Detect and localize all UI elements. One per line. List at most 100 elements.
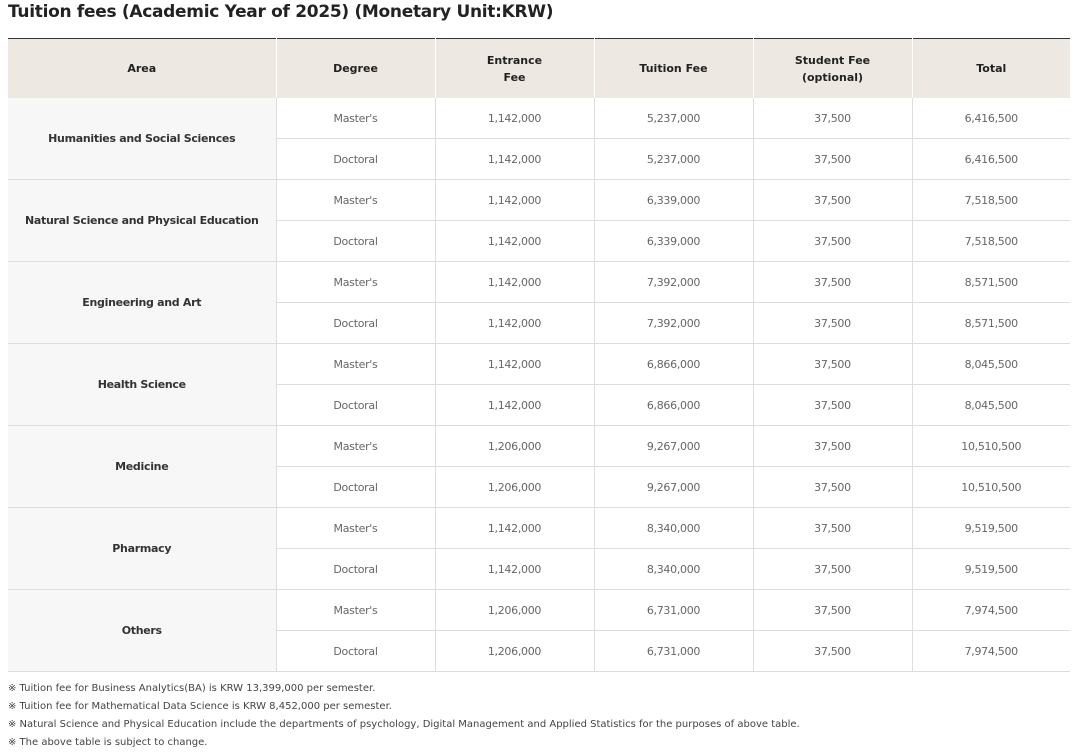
table-cell: Doctoral <box>275 384 435 426</box>
table-cell: 1,142,000 <box>434 302 594 344</box>
title: Tuition fees (Academic Year of 2025) (Mo… <box>8 2 554 22</box>
header-cell: Entrance Fee <box>434 38 594 98</box>
table-cell: Doctoral <box>275 302 435 344</box>
table-cell: Master's <box>275 589 435 631</box>
table-cell: 7,392,000 <box>593 302 753 344</box>
table-cell: 37,500 <box>752 179 912 221</box>
table-cell: 9,267,000 <box>593 466 753 508</box>
table-cell: 1,142,000 <box>434 98 594 139</box>
table-cell: 6,866,000 <box>593 343 753 385</box>
table-row: Pharmacy Master's 1,142,000 8,340,000 37,500… <box>8 507 1070 590</box>
table-cell: 37,500 <box>752 507 912 549</box>
header-cell: Degree <box>275 38 435 98</box>
area-cell: Medicine <box>8 425 276 508</box>
header-text: Total <box>976 62 1007 75</box>
fee-table: Area Degree Entrance Fee Tuition Fee Student… <box>8 38 1070 672</box>
table-cell: 9,519,500 <box>911 507 1070 549</box>
table-cell: 1,206,000 <box>434 466 594 508</box>
table-row: Engineering and Art Master's 1,142,000 7,39… <box>8 261 1070 344</box>
table-cell: Master's <box>275 425 435 467</box>
note: ※ The above table is subject to change. <box>8 737 208 748</box>
table-cell: 37,500 <box>752 138 912 180</box>
header-cell: Total <box>911 38 1070 98</box>
table-cell: 1,142,000 <box>434 343 594 385</box>
table-cell: Master's <box>275 507 435 549</box>
table-row: Others Master's 1,206,000 6,731,000 37,500 7,… <box>8 589 1070 672</box>
header-text: Degree <box>333 62 378 75</box>
table-row: Doctoral 1,142,000 6,339,000 37,500 7,518,50… <box>8 220 1070 262</box>
table-cell: 8,571,500 <box>911 261 1070 303</box>
table-cell: 8,571,500 <box>911 302 1070 344</box>
area-cell: Health Science <box>8 343 276 426</box>
note: ※ Natural Science and Physical Education… <box>8 719 800 730</box>
table-cell: 1,142,000 <box>434 220 594 262</box>
table-cell: 37,500 <box>752 548 912 590</box>
table-row: Doctoral 1,206,000 6,731,000 37,500 7,974,50… <box>8 630 1070 672</box>
header-row: Area Degree Entrance Fee Tuition Fee Student… <box>8 38 1070 98</box>
table-cell: Doctoral <box>275 466 435 508</box>
notes: ※ Tuition fee for Business Analytics(BA)… <box>8 680 800 752</box>
table-cell: 8,340,000 <box>593 548 753 590</box>
area-cell: Pharmacy <box>8 507 276 590</box>
table-cell: 37,500 <box>752 302 912 344</box>
table-cell: 6,731,000 <box>593 630 753 672</box>
table-cell: 37,500 <box>752 261 912 303</box>
header-cell: Student Fee (optional) <box>752 38 912 98</box>
table-cell: 1,206,000 <box>434 630 594 672</box>
table-cell: Master's <box>275 179 435 221</box>
table-cell: 37,500 <box>752 466 912 508</box>
table-row: Natural Science and Physical Education Ma… <box>8 179 1070 262</box>
table-cell: Master's <box>275 343 435 385</box>
table-row: Doctoral 1,142,000 6,866,000 37,500 8,045,50… <box>8 384 1070 426</box>
header-text: Area <box>127 62 157 75</box>
table-cell: 10,510,500 <box>911 425 1070 467</box>
table-row: Doctoral 1,142,000 5,237,000 37,500 6,416,50… <box>8 138 1070 180</box>
table-cell: 8,340,000 <box>593 507 753 549</box>
table-cell: 5,237,000 <box>593 98 753 139</box>
table-cell: Doctoral <box>275 630 435 672</box>
header-text: Tuition Fee <box>639 62 708 75</box>
header-cell: Tuition Fee <box>593 38 753 98</box>
table-cell: 1,142,000 <box>434 548 594 590</box>
table-cell: Master's <box>275 98 435 139</box>
table-cell: 7,392,000 <box>593 261 753 303</box>
table-cell: 1,142,000 <box>434 384 594 426</box>
table-cell: 9,519,500 <box>911 548 1070 590</box>
area-cell: Natural Science and Physical Education <box>8 179 276 262</box>
table-cell: 7,518,500 <box>911 220 1070 262</box>
table-cell: 6,339,000 <box>593 220 753 262</box>
table-row: Health Science Master's 1,142,000 6,866,000… <box>8 343 1070 426</box>
table-cell: 7,974,500 <box>911 589 1070 631</box>
table-cell: 1,206,000 <box>434 589 594 631</box>
table-cell: 6,416,500 <box>911 138 1070 180</box>
area-cell: Engineering and Art <box>8 261 276 344</box>
area-cell: Humanities and Social Sciences <box>8 98 276 180</box>
table-cell: 8,045,500 <box>911 343 1070 385</box>
table-cell: 37,500 <box>752 589 912 631</box>
table-cell: 1,142,000 <box>434 507 594 549</box>
table-cell: 6,731,000 <box>593 589 753 631</box>
table-cell: 6,416,500 <box>911 98 1070 139</box>
header-text: Student Fee (optional) <box>794 53 871 84</box>
table-cell: 37,500 <box>752 98 912 139</box>
header-text: Entrance Fee <box>486 53 543 84</box>
table-cell: 6,866,000 <box>593 384 753 426</box>
table-cell: 37,500 <box>752 384 912 426</box>
table-cell: 5,237,000 <box>593 138 753 180</box>
table-row: Doctoral 1,142,000 8,340,000 37,500 9,519,50… <box>8 548 1070 590</box>
table-cell: 6,339,000 <box>593 179 753 221</box>
table-cell: 9,267,000 <box>593 425 753 467</box>
table-body: Humanities and Social Sciences Master's 1,… <box>8 98 1070 672</box>
table-cell: 1,142,000 <box>434 179 594 221</box>
table-cell: 8,045,500 <box>911 384 1070 426</box>
table-cell: 1,142,000 <box>434 261 594 303</box>
table-cell: Doctoral <box>275 220 435 262</box>
table-cell: Master's <box>275 261 435 303</box>
note: ※ Tuition fee for Business Analytics(BA)… <box>8 683 376 694</box>
area-cell: Others <box>8 589 276 672</box>
table-cell: Doctoral <box>275 138 435 180</box>
table-cell: 37,500 <box>752 220 912 262</box>
table-row: Humanities and Social Sciences Master's 1,… <box>8 98 1070 180</box>
table-cell: 7,974,500 <box>911 630 1070 672</box>
